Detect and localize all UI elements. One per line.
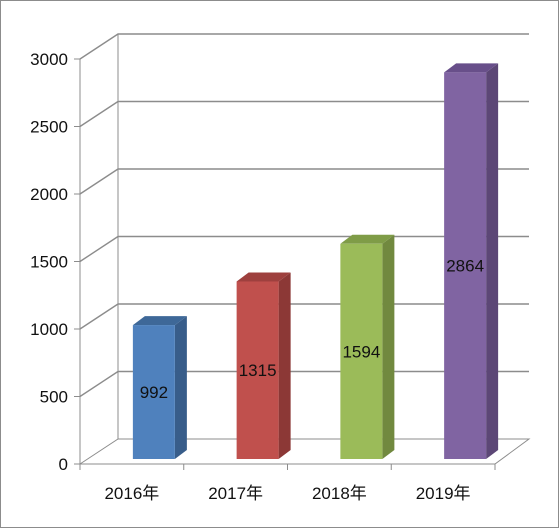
x-axis-tick-labels: 2016年 2017年 2018年 2019年 [79,464,496,503]
bar-top [132,316,187,326]
gridline [79,100,529,128]
data-label: 992 [140,383,168,402]
y-tick-label: 2500 [30,118,68,137]
y-tick-label: 0 [59,455,68,474]
bar-front [132,325,175,459]
y-tick-label: 2000 [30,185,68,204]
bar-2017年: 1315 [236,272,291,459]
data-label: 2864 [446,257,484,276]
x-tick-label: 2016年 [104,484,159,503]
bar-front [236,281,279,459]
bar-side [174,316,187,459]
x-tick-label: 2019年 [416,484,471,503]
y-tick-label: 3000 [30,50,68,69]
bars: 992 1315 1594 2864 [132,63,499,460]
bar-front [444,72,487,460]
chart-floor [78,438,531,465]
x-tick-label: 2017年 [208,484,263,503]
y-tick-label: 1500 [30,253,68,272]
bar-2016年: 992 [132,316,187,459]
data-label: 1315 [239,361,277,380]
bar-2018年: 1594 [340,234,395,459]
bar-front [340,243,383,459]
bar-top [444,63,499,73]
y-tick-label: 1000 [30,320,68,339]
bar-side [486,63,499,460]
gridline [79,168,529,195]
bar-top [340,234,395,244]
y-axis-tick-labels: 0 500 1000 1500 2000 2500 3000 [30,50,68,474]
bar-top [236,272,291,282]
y-tick-label: 500 [40,388,68,407]
x-tick-label: 2018年 [312,484,367,503]
bar-side [382,234,395,459]
bar-side [278,272,291,459]
data-label: 1594 [342,342,380,361]
gridline [79,33,529,60]
bar-2019年: 2864 [444,63,499,460]
